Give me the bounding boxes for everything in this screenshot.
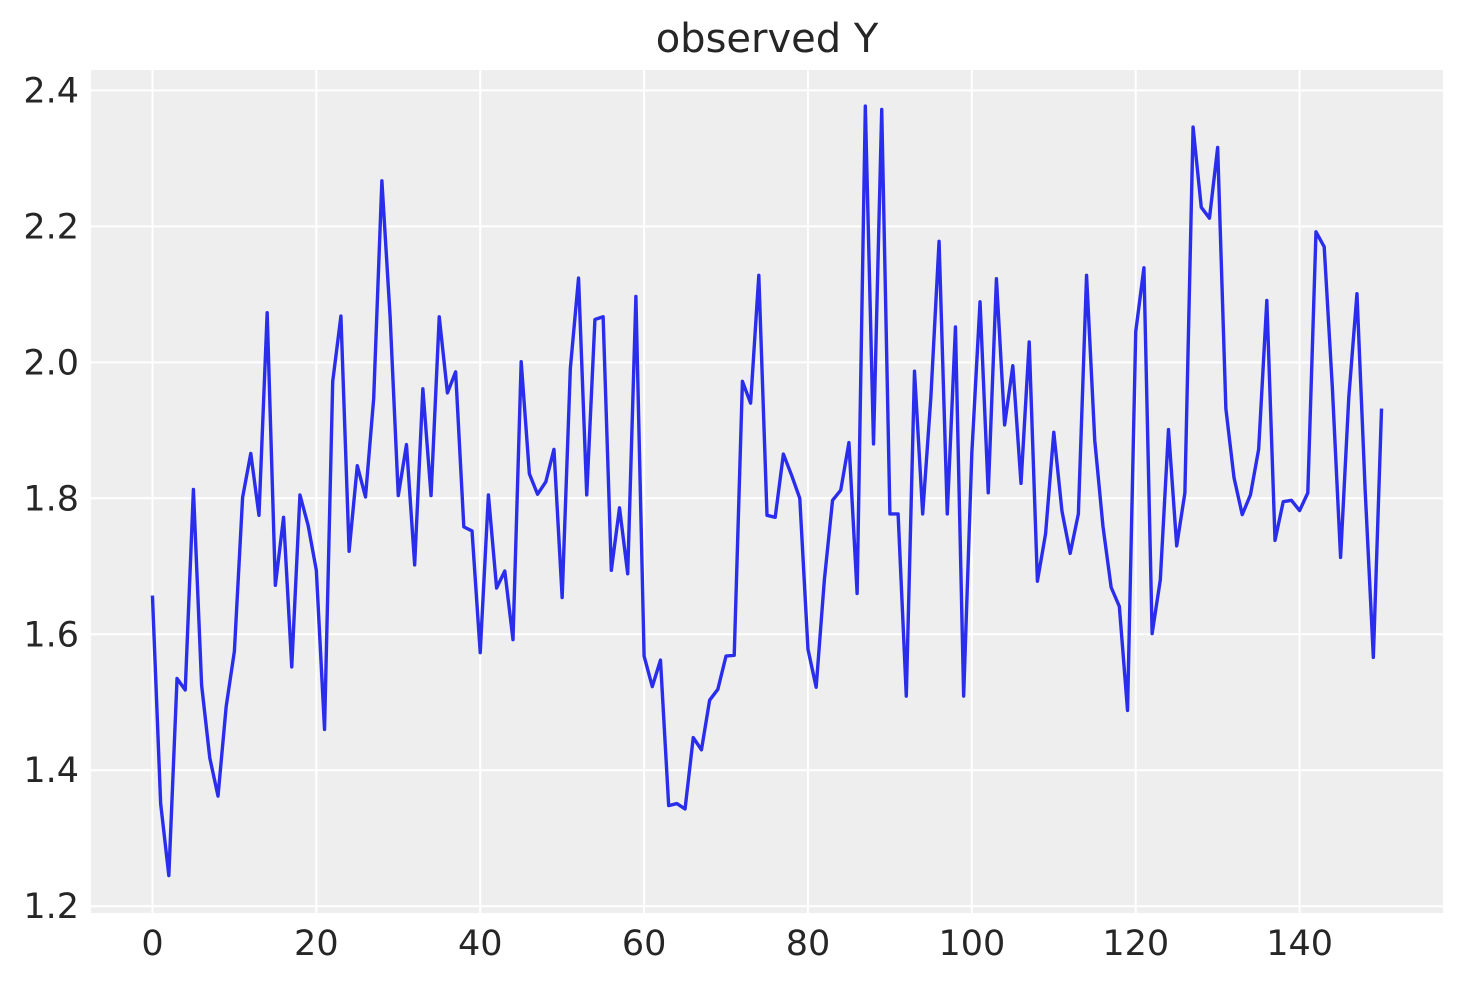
y-tick-label: 1.2: [23, 887, 79, 927]
x-tick-label: 20: [294, 924, 339, 964]
grid-lines: [91, 70, 1443, 913]
x-tick-label: 40: [458, 924, 503, 964]
y-axis: 1.2 1.4 1.6 1.8 2.0 2.2 2.4: [23, 71, 79, 927]
x-axis: 0 20 40 60 80 100 120 140: [141, 924, 1333, 964]
x-tick-label: 140: [1266, 924, 1333, 964]
series-line-0: [150, 104, 1384, 878]
x-tick-label: 100: [938, 924, 1005, 964]
x-tick-label: 120: [1102, 924, 1169, 964]
chart-title: observed Y: [656, 16, 879, 62]
y-tick-label: 1.6: [23, 615, 79, 655]
y-tick-label: 1.4: [23, 751, 79, 791]
x-tick-label: 80: [786, 924, 831, 964]
x-tick-label: 60: [622, 924, 667, 964]
y-tick-label: 2.4: [23, 71, 79, 111]
y-tick-label: 1.8: [23, 479, 79, 519]
x-tick-label: 0: [141, 924, 163, 964]
y-tick-label: 2.2: [23, 207, 79, 247]
data-series: [150, 104, 1384, 878]
y-tick-label: 2.0: [23, 343, 79, 383]
